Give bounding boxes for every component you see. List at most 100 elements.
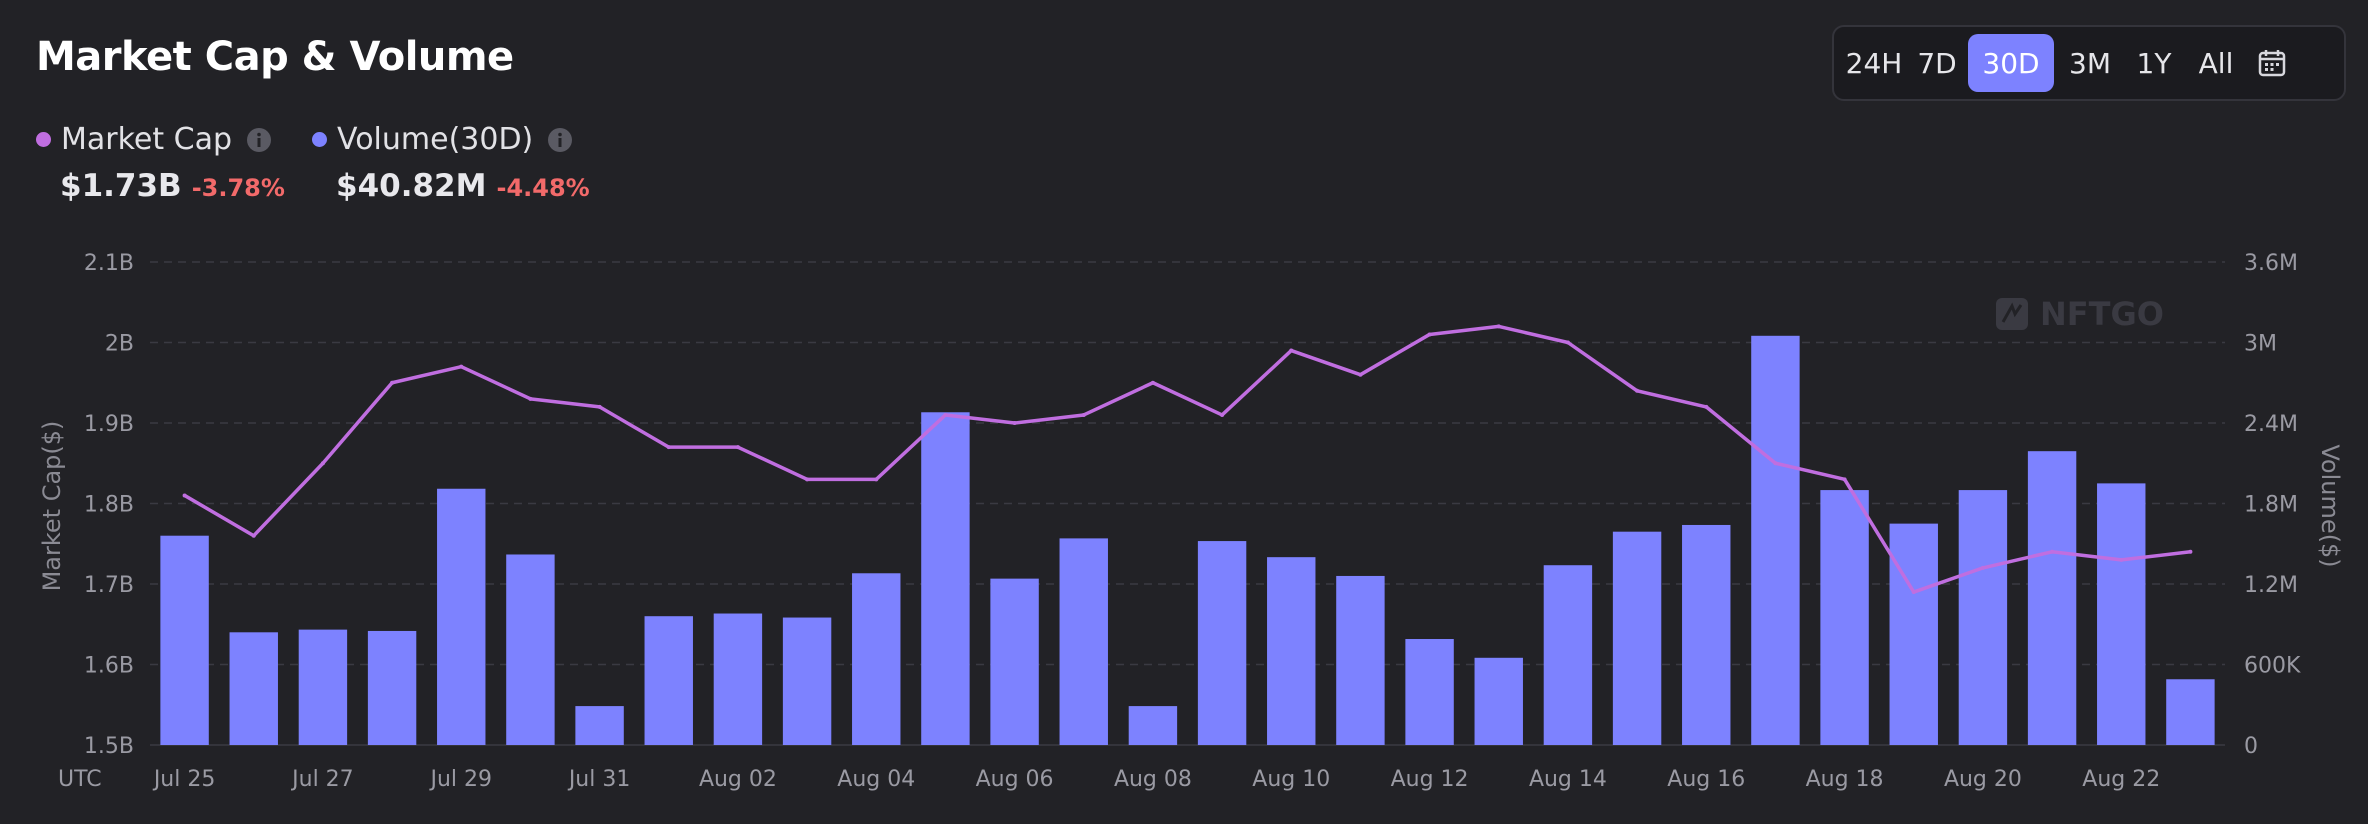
range-7d-button[interactable]: 7D: [1917, 46, 1957, 80]
volume-bar[interactable]: [852, 573, 901, 745]
volume-bar[interactable]: [1612, 531, 1662, 745]
x-axis-tick-label: Aug 18: [1806, 767, 1884, 792]
volume-bars: [160, 335, 2215, 745]
volume-bar[interactable]: [1820, 490, 1869, 745]
market-cap-point[interactable]: [459, 364, 464, 369]
legend-volume[interactable]: Volume(30D): [312, 122, 573, 157]
volume-bar[interactable]: [1751, 335, 1800, 745]
volume-bar[interactable]: [921, 412, 970, 745]
volume-bar[interactable]: [990, 578, 1039, 745]
volume-bar[interactable]: [229, 632, 278, 745]
volume-bar[interactable]: [1474, 657, 1523, 745]
market-cap-point[interactable]: [251, 533, 256, 538]
market-cap-point[interactable]: [528, 396, 533, 401]
volume-bar[interactable]: [506, 554, 555, 745]
right-axis-tick-label: 2.4M: [2244, 412, 2298, 437]
info-icon[interactable]: [547, 127, 573, 153]
market-cap-point[interactable]: [1358, 372, 1363, 377]
right-axis-tick-label: 600K: [2244, 654, 2301, 679]
range-24h-button[interactable]: 24H: [1845, 46, 1903, 80]
volume-bar[interactable]: [1405, 639, 1454, 745]
x-axis-prefix: UTC: [58, 767, 102, 792]
market-cap-point[interactable]: [2188, 549, 2193, 554]
market-cap-point[interactable]: [874, 477, 879, 482]
x-axis-tick-label: Aug 06: [976, 767, 1054, 792]
volume-bar[interactable]: [2097, 483, 2146, 745]
market-cap-series-line[interactable]: [183, 324, 2191, 594]
market-cap-point[interactable]: [1980, 565, 1985, 570]
market-cap-point[interactable]: [735, 445, 740, 450]
volume-bar[interactable]: [437, 488, 486, 745]
volume-bar[interactable]: [1059, 538, 1108, 745]
info-icon[interactable]: [246, 127, 272, 153]
left-axis-title: Market Cap($): [38, 421, 66, 592]
volume-change: -4.48%: [496, 174, 590, 202]
legend-market-cap[interactable]: Market Cap: [36, 122, 272, 157]
market-cap-point[interactable]: [1842, 477, 1847, 482]
market-cap-point[interactable]: [805, 477, 810, 482]
market-cap-point[interactable]: [1635, 388, 1640, 393]
right-axis-title: Volume($): [2316, 444, 2344, 567]
volume-bar[interactable]: [1197, 541, 1247, 745]
volume-bar[interactable]: [1543, 565, 1593, 745]
market-cap-point[interactable]: [2119, 557, 2124, 562]
market-cap-point[interactable]: [1289, 348, 1294, 353]
range-all-button[interactable]: All: [2198, 46, 2234, 80]
market-cap-point[interactable]: [1427, 332, 1432, 337]
market-cap-point[interactable]: [1081, 412, 1086, 417]
x-axis-tick-label: Jul 25: [152, 767, 216, 792]
market-cap-point[interactable]: [943, 412, 948, 417]
volume-dot-icon: [312, 132, 327, 147]
volume-bar[interactable]: [782, 617, 832, 745]
x-axis-tick-label: Aug 10: [1252, 767, 1330, 792]
volume-bar[interactable]: [1267, 557, 1316, 745]
range-30d-button[interactable]: 30D: [1968, 34, 2054, 92]
right-axis-tick-label: 3M: [2244, 332, 2277, 357]
x-axis-tick-label: Aug 20: [1944, 767, 2022, 792]
volume-bar[interactable]: [298, 629, 348, 745]
market-cap-point[interactable]: [1565, 340, 1570, 345]
x-axis-tick-label: Jul 31: [567, 767, 631, 792]
volume-bar[interactable]: [1336, 575, 1385, 745]
x-axis-tick-label: Aug 04: [837, 767, 915, 792]
volume-bar[interactable]: [367, 630, 417, 745]
market-cap-point[interactable]: [1773, 461, 1778, 466]
volume-bar[interactable]: [1128, 706, 1178, 745]
market-cap-point[interactable]: [1911, 590, 1916, 595]
market-cap-point[interactable]: [390, 380, 395, 385]
volume-value: $40.82M: [336, 168, 487, 204]
volume-bar[interactable]: [575, 706, 624, 745]
market-cap-point[interactable]: [182, 493, 187, 498]
market-cap-point[interactable]: [597, 404, 602, 409]
market-cap-point[interactable]: [1012, 421, 1017, 425]
market-cap-point[interactable]: [1704, 404, 1709, 409]
market-cap-point[interactable]: [1150, 380, 1155, 385]
market-cap-point[interactable]: [1496, 324, 1501, 329]
volume-bar[interactable]: [2166, 679, 2215, 745]
left-axis-tick-label: 1.9B: [84, 412, 134, 437]
volume-bar[interactable]: [713, 613, 763, 745]
range-1y-button[interactable]: 1Y: [2136, 46, 2172, 80]
volume-bar[interactable]: [1958, 490, 2008, 745]
market-cap-point[interactable]: [1220, 412, 1225, 417]
market-cap-stat: $1.73B -3.78%: [60, 168, 285, 204]
x-axis-tick-label: Aug 14: [1529, 767, 1607, 792]
market-cap-point[interactable]: [666, 445, 671, 450]
volume-bar[interactable]: [644, 616, 693, 745]
range-3m-button[interactable]: 3M: [2069, 46, 2111, 80]
volume-bar[interactable]: [160, 535, 209, 745]
left-axis-tick-label: 1.5B: [84, 734, 134, 759]
left-axis-ticks: 1.5B 1.6B 1.7B 1.8B 1.9B 2B 2.1B: [84, 251, 134, 759]
calendar-icon[interactable]: [2250, 34, 2294, 92]
x-axis-tick-label: Aug 16: [1667, 767, 1745, 792]
market-cap-point[interactable]: [320, 461, 325, 466]
market-cap-point[interactable]: [2050, 549, 2055, 554]
volume-bar[interactable]: [2027, 451, 2077, 745]
volume-bar[interactable]: [1682, 524, 1731, 745]
x-axis-ticks: Jul 25 Jul 27 Jul 29 Jul 31 Aug 02 Aug 04 Aug …: [152, 767, 2160, 792]
page-title: Market Cap & Volume: [36, 34, 514, 80]
left-axis-tick-label: 1.8B: [84, 493, 134, 518]
x-axis-tick-label: Aug 22: [2082, 767, 2160, 792]
volume-bar[interactable]: [1889, 523, 1938, 745]
